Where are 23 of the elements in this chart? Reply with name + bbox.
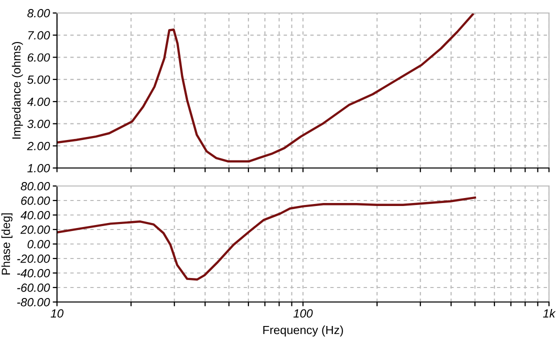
y-tick-label: 3.00: [27, 120, 50, 128]
y-tick-label: 0.00: [28, 240, 50, 248]
y-tick-label: 5.00: [27, 75, 50, 84]
y-tick-label: 60.00: [21, 196, 50, 205]
x-tick-label: 1k: [543, 308, 556, 318]
x-tick-label: 10: [50, 309, 64, 318]
y-tick-label: 2.00: [27, 142, 50, 150]
y-axis-title: Phase [deg]: [1, 213, 12, 275]
x-axis-title: Frequency (Hz): [263, 326, 343, 337]
y-axis-title: Impedance (ohms): [12, 42, 23, 139]
y-tick-label: 4.00: [27, 98, 50, 106]
x-tick-label: 100: [293, 309, 313, 318]
y-tick-label: 6.00: [28, 53, 50, 62]
y-tick-label: -60.00: [17, 284, 50, 292]
y-tick-label: 80.00: [20, 182, 50, 190]
y-tick-label: 8.00: [27, 9, 50, 18]
y-tick-label: -40.00: [17, 269, 50, 278]
y-tick-label: -80.00: [17, 298, 50, 306]
y-tick-label: 7.00: [28, 31, 50, 40]
y-tick-label: 1.00: [27, 164, 50, 172]
y-tick-label: 20.00: [20, 226, 50, 234]
y-tick-label: 40.00: [20, 211, 50, 220]
y-tick-label: -20.00: [17, 254, 50, 263]
